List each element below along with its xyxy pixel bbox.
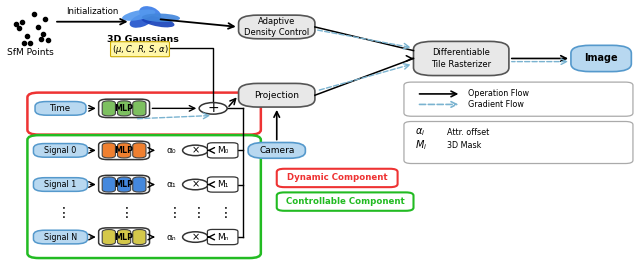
- FancyBboxPatch shape: [132, 177, 146, 192]
- FancyBboxPatch shape: [239, 83, 315, 107]
- Circle shape: [182, 232, 208, 242]
- FancyBboxPatch shape: [207, 143, 238, 158]
- FancyBboxPatch shape: [35, 102, 86, 115]
- FancyBboxPatch shape: [102, 143, 115, 158]
- FancyBboxPatch shape: [33, 230, 88, 244]
- FancyBboxPatch shape: [102, 229, 115, 244]
- FancyBboxPatch shape: [118, 177, 131, 192]
- Text: Gradient Flow: Gradient Flow: [468, 100, 524, 109]
- Point: [11, 22, 21, 26]
- Text: Controllable Component: Controllable Component: [285, 197, 404, 206]
- Text: M₀: M₀: [217, 146, 228, 155]
- Text: +: +: [207, 101, 219, 115]
- Text: Operation Flow: Operation Flow: [468, 89, 529, 98]
- FancyBboxPatch shape: [239, 15, 315, 39]
- Point: [14, 26, 24, 30]
- Circle shape: [182, 179, 208, 190]
- Text: $\vdots$: $\vdots$: [191, 205, 200, 220]
- FancyBboxPatch shape: [118, 229, 131, 244]
- FancyBboxPatch shape: [33, 178, 88, 191]
- Point: [36, 37, 47, 41]
- FancyBboxPatch shape: [248, 143, 305, 158]
- Text: MLP: MLP: [115, 180, 134, 189]
- Ellipse shape: [141, 16, 175, 27]
- Text: MLP: MLP: [115, 104, 134, 113]
- Point: [38, 31, 48, 36]
- Text: Initialization: Initialization: [66, 7, 118, 16]
- Point: [22, 34, 33, 38]
- FancyBboxPatch shape: [571, 45, 631, 72]
- Text: M₁: M₁: [217, 180, 228, 189]
- Point: [17, 20, 28, 24]
- Ellipse shape: [122, 10, 156, 21]
- Point: [40, 17, 50, 21]
- Text: $\alpha_i$: $\alpha_i$: [415, 126, 426, 138]
- FancyBboxPatch shape: [207, 229, 238, 245]
- FancyBboxPatch shape: [132, 229, 146, 244]
- FancyBboxPatch shape: [33, 144, 88, 157]
- Text: 3D Mask: 3D Mask: [447, 141, 481, 150]
- Ellipse shape: [130, 13, 154, 28]
- Text: Signal 1: Signal 1: [44, 180, 77, 189]
- Text: $\vdots$: $\vdots$: [119, 205, 129, 220]
- FancyBboxPatch shape: [102, 101, 115, 116]
- Text: $M_i$: $M_i$: [415, 138, 428, 152]
- FancyBboxPatch shape: [132, 143, 146, 158]
- Text: αₙ: αₙ: [167, 233, 177, 242]
- Point: [29, 12, 39, 16]
- Text: $\vdots$: $\vdots$: [167, 205, 177, 220]
- Point: [33, 25, 44, 29]
- Text: Image: Image: [584, 54, 618, 63]
- Circle shape: [182, 145, 208, 156]
- Text: Dynamic Component: Dynamic Component: [287, 173, 387, 182]
- Text: Mₙ: Mₙ: [217, 233, 228, 242]
- FancyBboxPatch shape: [132, 101, 146, 116]
- Text: ($\mu$, $C$, $R$, $S$, $\alpha$): ($\mu$, $C$, $R$, $S$, $\alpha$): [111, 43, 168, 56]
- FancyBboxPatch shape: [276, 169, 397, 187]
- Text: Signal N: Signal N: [44, 233, 77, 242]
- Text: $\vdots$: $\vdots$: [218, 205, 227, 220]
- Point: [25, 41, 35, 45]
- FancyBboxPatch shape: [404, 121, 633, 163]
- FancyBboxPatch shape: [118, 143, 131, 158]
- Text: Camera: Camera: [259, 146, 294, 155]
- FancyBboxPatch shape: [276, 192, 413, 211]
- Text: MLP: MLP: [115, 233, 134, 242]
- Circle shape: [199, 103, 227, 114]
- Point: [43, 38, 53, 42]
- FancyBboxPatch shape: [102, 177, 115, 192]
- Text: MLP: MLP: [115, 146, 134, 155]
- FancyBboxPatch shape: [404, 82, 633, 116]
- Text: $\times$: $\times$: [191, 232, 200, 242]
- Text: Projection: Projection: [254, 91, 300, 100]
- FancyBboxPatch shape: [207, 177, 238, 192]
- Text: SfM Points: SfM Points: [6, 48, 53, 57]
- Text: α₀: α₀: [167, 146, 177, 155]
- Text: $\times$: $\times$: [191, 179, 200, 190]
- Ellipse shape: [142, 13, 180, 22]
- FancyBboxPatch shape: [413, 41, 509, 76]
- Text: $\vdots$: $\vdots$: [56, 205, 65, 220]
- Text: 3D Gaussians: 3D Gaussians: [108, 35, 179, 44]
- Text: Adaptive
Density Control: Adaptive Density Control: [244, 17, 309, 37]
- Text: Differentiable
Tile Rasterizer: Differentiable Tile Rasterizer: [431, 48, 492, 69]
- Text: Time: Time: [50, 104, 71, 113]
- FancyBboxPatch shape: [118, 101, 131, 116]
- Text: $\times$: $\times$: [191, 145, 200, 155]
- Point: [19, 41, 29, 45]
- Text: α₁: α₁: [167, 180, 177, 189]
- Ellipse shape: [139, 6, 161, 21]
- Text: Signal 0: Signal 0: [44, 146, 77, 155]
- Text: Attr. offset: Attr. offset: [447, 128, 490, 136]
